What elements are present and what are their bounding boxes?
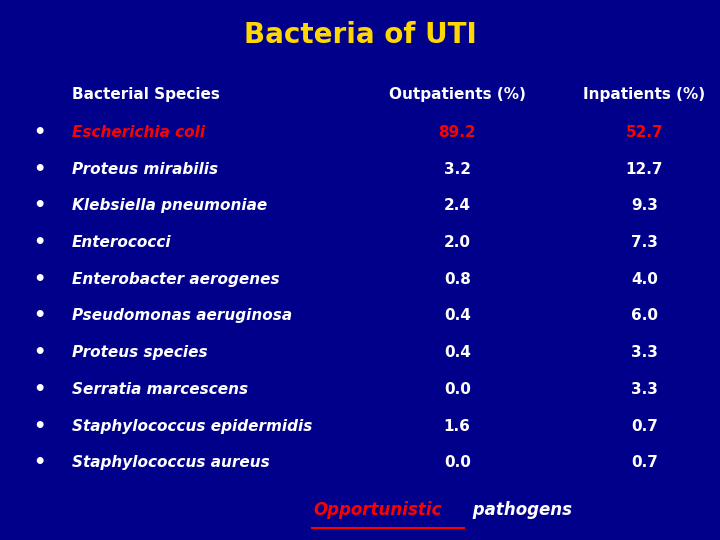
- Text: 0.7: 0.7: [631, 418, 658, 434]
- Text: Serratia marcescens: Serratia marcescens: [72, 382, 248, 397]
- Text: Klebsiella pneumoniae: Klebsiella pneumoniae: [72, 198, 267, 213]
- Text: •: •: [33, 416, 46, 436]
- Text: Inpatients (%): Inpatients (%): [583, 87, 706, 102]
- Text: 6.0: 6.0: [631, 308, 658, 323]
- Text: 4.0: 4.0: [631, 272, 658, 287]
- Text: 3.3: 3.3: [631, 382, 658, 397]
- Text: Outpatients (%): Outpatients (%): [389, 87, 526, 102]
- Text: pathogens: pathogens: [467, 501, 572, 519]
- Text: •: •: [33, 343, 46, 362]
- Text: 9.3: 9.3: [631, 198, 658, 213]
- Text: •: •: [33, 269, 46, 289]
- Text: Proteus mirabilis: Proteus mirabilis: [72, 161, 218, 177]
- Text: Opportunistic: Opportunistic: [313, 501, 441, 519]
- Text: 12.7: 12.7: [626, 161, 663, 177]
- Text: Escherichia coli: Escherichia coli: [72, 125, 205, 140]
- Text: •: •: [33, 380, 46, 399]
- Text: 0.0: 0.0: [444, 382, 471, 397]
- Text: 0.4: 0.4: [444, 308, 471, 323]
- Text: 0.8: 0.8: [444, 272, 471, 287]
- Text: Enterococci: Enterococci: [72, 235, 171, 250]
- Text: Pseudomonas aeruginosa: Pseudomonas aeruginosa: [72, 308, 292, 323]
- Text: •: •: [33, 233, 46, 252]
- Text: Staphylococcus aureus: Staphylococcus aureus: [72, 455, 270, 470]
- Text: Staphylococcus epidermidis: Staphylococcus epidermidis: [72, 418, 312, 434]
- Text: Bacteria of UTI: Bacteria of UTI: [243, 21, 477, 49]
- Text: Enterobacter aerogenes: Enterobacter aerogenes: [72, 272, 279, 287]
- Text: 1.6: 1.6: [444, 418, 471, 434]
- Text: 0.0: 0.0: [444, 455, 471, 470]
- Text: •: •: [33, 453, 46, 472]
- Text: •: •: [33, 196, 46, 215]
- Text: 52.7: 52.7: [626, 125, 663, 140]
- Text: 89.2: 89.2: [438, 125, 476, 140]
- Text: Proteus species: Proteus species: [72, 345, 207, 360]
- Text: •: •: [33, 159, 46, 179]
- Text: 3.2: 3.2: [444, 161, 471, 177]
- Text: 7.3: 7.3: [631, 235, 658, 250]
- Text: 3.3: 3.3: [631, 345, 658, 360]
- Text: •: •: [33, 123, 46, 142]
- Text: 2.0: 2.0: [444, 235, 471, 250]
- Text: 0.4: 0.4: [444, 345, 471, 360]
- Text: 2.4: 2.4: [444, 198, 471, 213]
- Text: Bacterial Species: Bacterial Species: [72, 87, 220, 102]
- Text: •: •: [33, 306, 46, 326]
- Text: 0.7: 0.7: [631, 455, 658, 470]
